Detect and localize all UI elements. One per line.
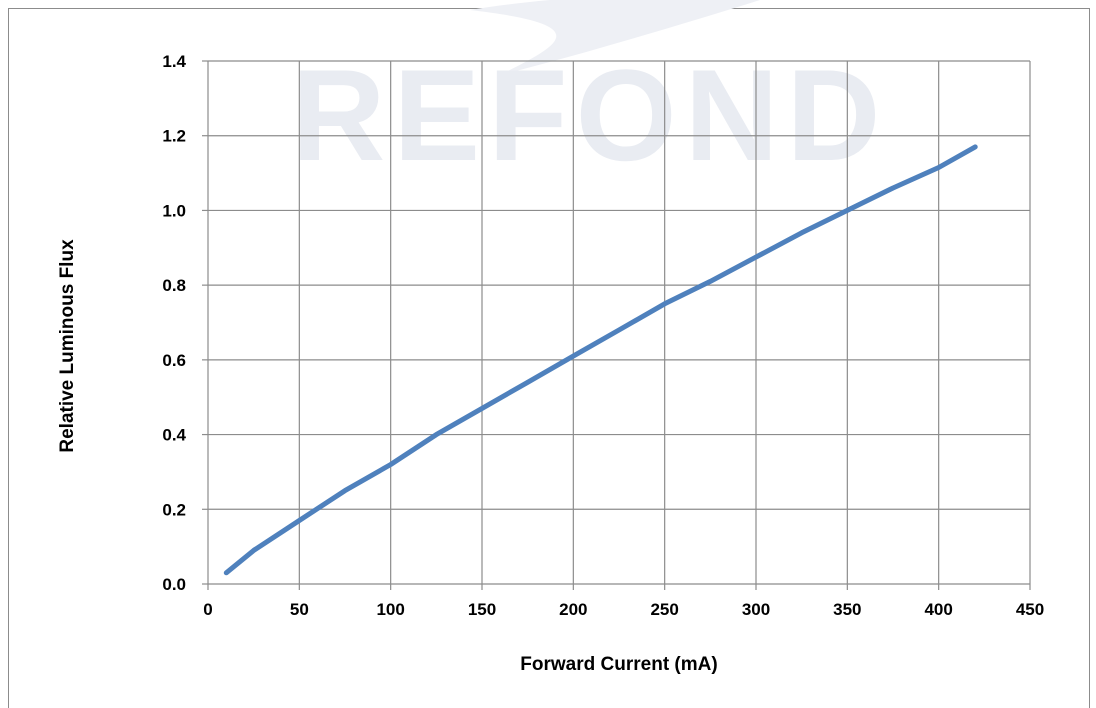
x-tick-label: 250 xyxy=(650,600,678,619)
y-axis-title: Relative Luminous Flux xyxy=(57,239,78,453)
y-tick-label: 0.6 xyxy=(162,351,186,370)
y-tick-label: 0.4 xyxy=(162,426,186,445)
watermark-logo: REFOND xyxy=(292,0,889,188)
x-tick-label: 200 xyxy=(559,600,587,619)
y-tick-label: 0.8 xyxy=(162,276,186,295)
watermark-swoosh xyxy=(470,0,760,75)
x-tick-label: 0 xyxy=(203,600,212,619)
y-tick-label: 1.4 xyxy=(162,52,186,71)
watermark-text: REFOND xyxy=(292,42,889,188)
x-tick-label: 400 xyxy=(924,600,952,619)
series-line xyxy=(223,144,978,576)
x-tick-label: 100 xyxy=(376,600,404,619)
y-tick-label: 1.0 xyxy=(162,201,186,220)
y-tick-label: 1.2 xyxy=(162,127,186,146)
x-tick-label: 300 xyxy=(742,600,770,619)
x-tick-label: 450 xyxy=(1016,600,1044,619)
tick-labels: 0 50 100 150 200 250 300 350 400 450 0.0 0.2 0.4 0.6 0… xyxy=(162,52,1044,619)
x-tick-label: 50 xyxy=(290,600,309,619)
x-axis-title: Forward Current (mA) xyxy=(520,654,717,675)
y-tick-label: 0.2 xyxy=(162,500,186,519)
x-tick-label: 350 xyxy=(833,600,861,619)
y-tick-label: 0.0 xyxy=(162,575,186,594)
x-tick-label: 150 xyxy=(468,600,496,619)
grid xyxy=(202,60,1031,590)
series-layer xyxy=(223,144,978,576)
